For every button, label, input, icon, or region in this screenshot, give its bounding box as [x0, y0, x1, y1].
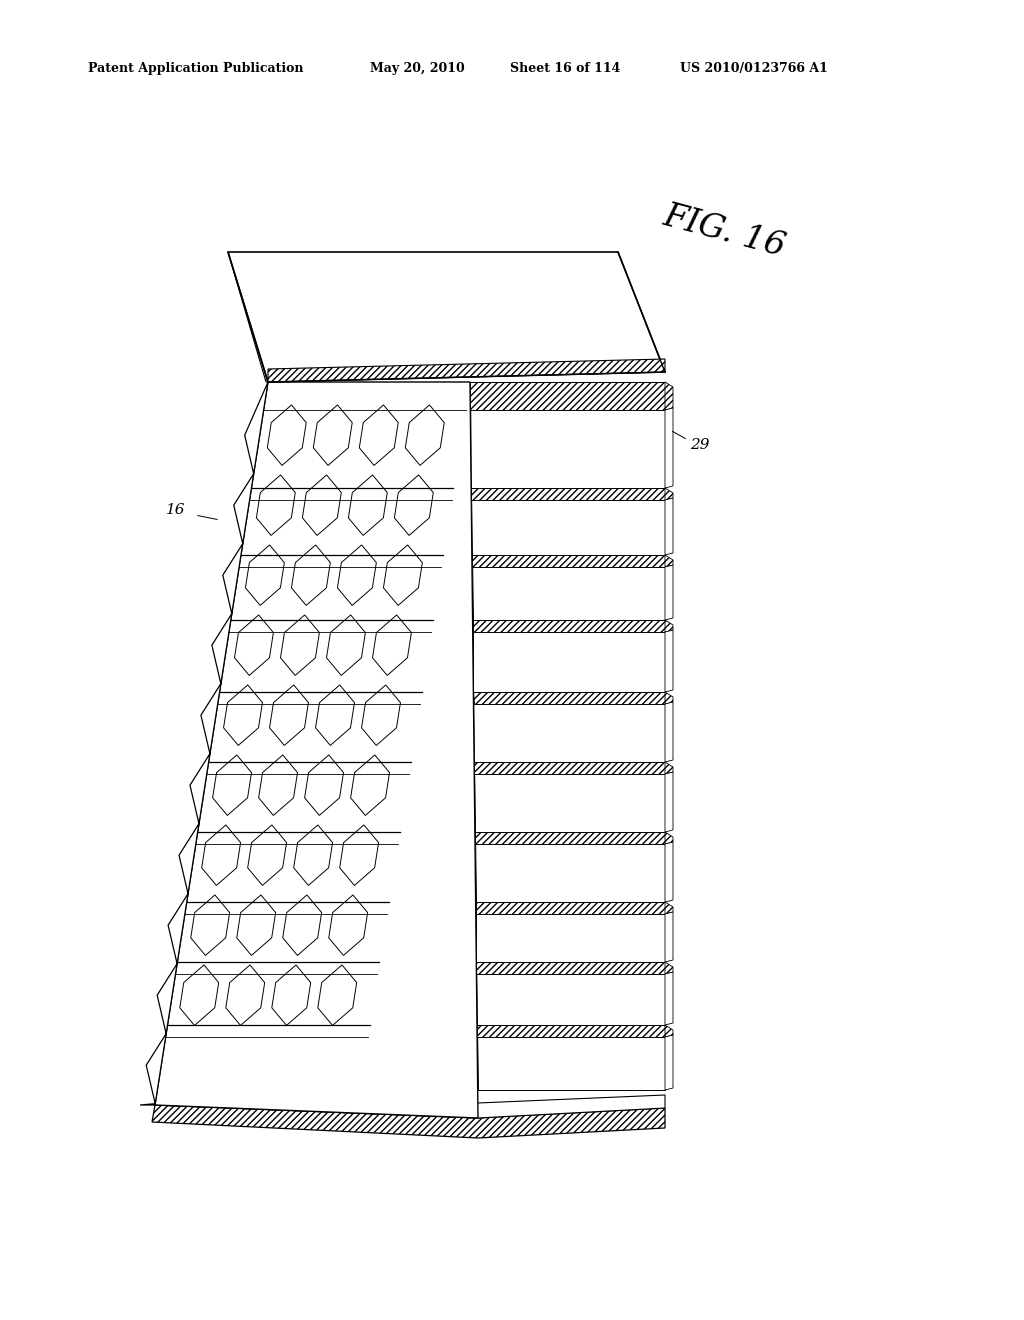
- Polygon shape: [665, 1035, 673, 1090]
- Polygon shape: [246, 545, 285, 606]
- Polygon shape: [476, 902, 665, 962]
- Polygon shape: [476, 962, 665, 1026]
- Polygon shape: [317, 965, 356, 1026]
- Polygon shape: [476, 962, 665, 974]
- Polygon shape: [471, 488, 665, 500]
- Polygon shape: [268, 359, 665, 381]
- Text: May 20, 2010: May 20, 2010: [370, 62, 465, 75]
- Text: 29: 29: [690, 438, 710, 451]
- Polygon shape: [234, 615, 273, 676]
- Text: Patent Application Publication: Patent Application Publication: [88, 62, 303, 75]
- Polygon shape: [475, 832, 665, 843]
- Polygon shape: [152, 1105, 665, 1138]
- Polygon shape: [271, 965, 310, 1026]
- Polygon shape: [665, 692, 673, 704]
- Polygon shape: [473, 620, 665, 692]
- Polygon shape: [477, 1026, 665, 1090]
- Polygon shape: [473, 692, 665, 762]
- Polygon shape: [350, 755, 389, 816]
- Polygon shape: [348, 475, 387, 536]
- Polygon shape: [470, 381, 665, 488]
- Polygon shape: [202, 825, 241, 886]
- Polygon shape: [338, 545, 377, 606]
- Polygon shape: [329, 895, 368, 956]
- Polygon shape: [665, 902, 673, 913]
- Polygon shape: [361, 685, 400, 746]
- Polygon shape: [190, 895, 229, 956]
- Polygon shape: [665, 762, 673, 774]
- Polygon shape: [472, 554, 665, 568]
- Polygon shape: [383, 545, 422, 606]
- Polygon shape: [665, 962, 673, 974]
- Polygon shape: [665, 408, 673, 488]
- Polygon shape: [292, 545, 331, 606]
- Polygon shape: [281, 615, 319, 676]
- Polygon shape: [472, 554, 665, 620]
- Polygon shape: [248, 825, 287, 886]
- Polygon shape: [665, 1026, 673, 1038]
- Polygon shape: [373, 615, 412, 676]
- Polygon shape: [475, 832, 665, 902]
- Polygon shape: [665, 565, 673, 620]
- Polygon shape: [394, 475, 433, 536]
- Polygon shape: [180, 965, 219, 1026]
- Polygon shape: [327, 615, 366, 676]
- Polygon shape: [223, 685, 262, 746]
- Polygon shape: [228, 252, 268, 381]
- Polygon shape: [471, 488, 665, 554]
- Polygon shape: [473, 692, 665, 704]
- Polygon shape: [473, 620, 665, 632]
- Polygon shape: [315, 685, 354, 746]
- Text: 16: 16: [166, 503, 185, 517]
- Polygon shape: [226, 965, 264, 1026]
- Polygon shape: [269, 685, 308, 746]
- Polygon shape: [267, 405, 306, 466]
- Polygon shape: [665, 702, 673, 762]
- Polygon shape: [140, 381, 268, 1105]
- Polygon shape: [665, 772, 673, 832]
- Polygon shape: [665, 381, 673, 411]
- Polygon shape: [665, 912, 673, 962]
- Polygon shape: [359, 405, 398, 466]
- Polygon shape: [665, 630, 673, 692]
- Polygon shape: [665, 842, 673, 902]
- Polygon shape: [665, 972, 673, 1026]
- Polygon shape: [155, 1090, 665, 1118]
- Polygon shape: [477, 1026, 665, 1038]
- Text: US 2010/0123766 A1: US 2010/0123766 A1: [680, 62, 827, 75]
- Polygon shape: [302, 475, 341, 536]
- Polygon shape: [665, 488, 673, 500]
- Polygon shape: [470, 381, 665, 411]
- Polygon shape: [474, 762, 665, 774]
- Polygon shape: [313, 405, 352, 466]
- Polygon shape: [237, 895, 275, 956]
- Polygon shape: [294, 825, 333, 886]
- Polygon shape: [665, 554, 673, 568]
- Polygon shape: [665, 832, 673, 843]
- Text: FIG. 16: FIG. 16: [660, 201, 790, 264]
- Polygon shape: [228, 252, 665, 381]
- Polygon shape: [665, 620, 673, 632]
- Polygon shape: [476, 902, 665, 913]
- Polygon shape: [259, 755, 298, 816]
- Polygon shape: [155, 381, 478, 1118]
- Polygon shape: [256, 475, 295, 536]
- Polygon shape: [283, 895, 322, 956]
- Text: Sheet 16 of 114: Sheet 16 of 114: [510, 62, 621, 75]
- Polygon shape: [213, 755, 252, 816]
- Polygon shape: [340, 825, 379, 886]
- Polygon shape: [665, 498, 673, 554]
- Polygon shape: [474, 762, 665, 832]
- Polygon shape: [406, 405, 444, 466]
- Polygon shape: [304, 755, 343, 816]
